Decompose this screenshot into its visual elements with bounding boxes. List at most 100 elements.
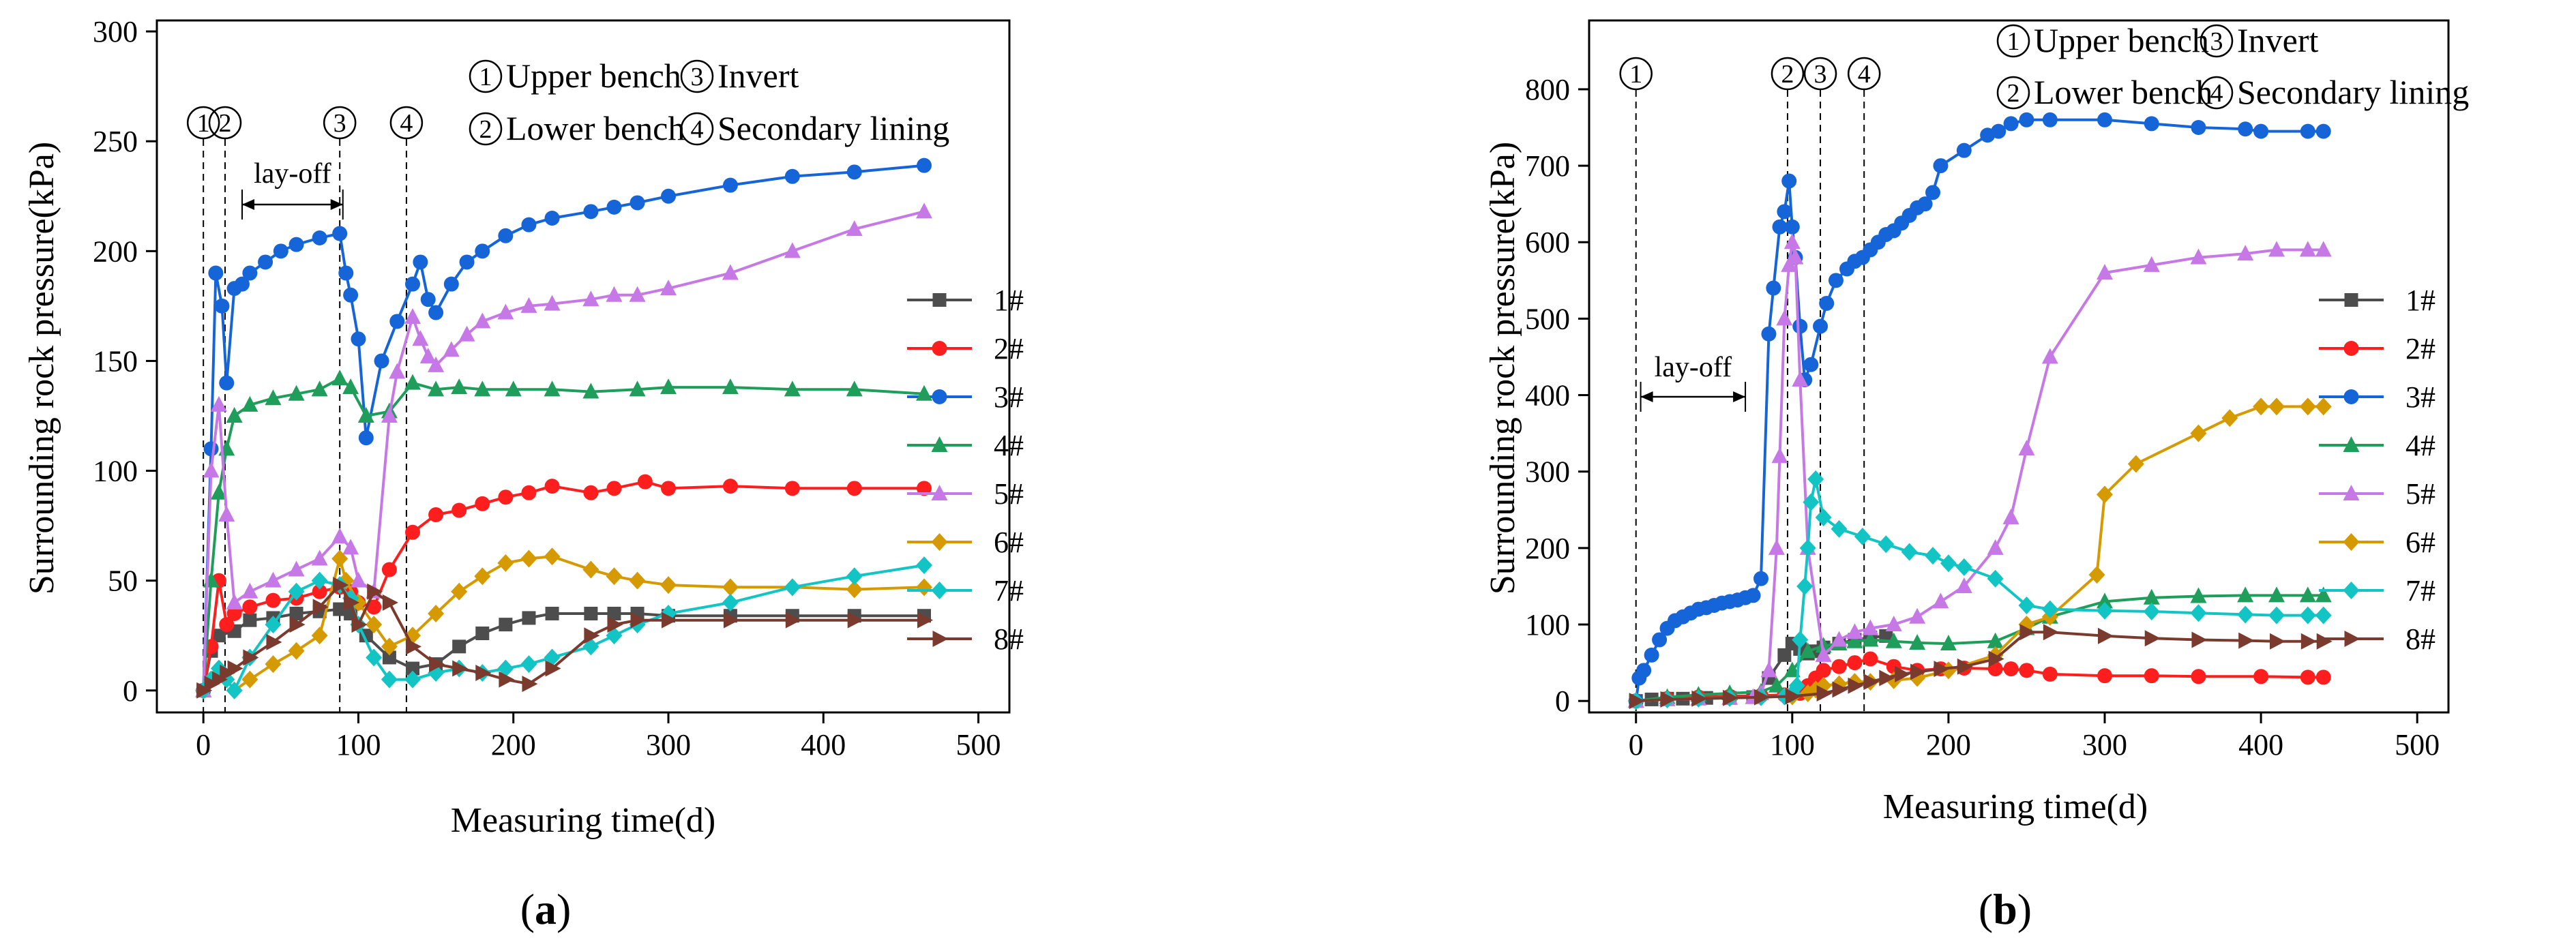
annotation-marker-2-num: 2 xyxy=(2007,79,2020,108)
data-point xyxy=(351,616,368,633)
y-tick-label: 250 xyxy=(93,125,138,158)
data-point xyxy=(243,649,259,666)
data-point xyxy=(1932,592,1949,609)
series-line-4# xyxy=(1635,594,2324,703)
data-point xyxy=(2315,397,2332,416)
data-point xyxy=(2315,669,2331,685)
series-line-6# xyxy=(202,555,925,692)
data-point xyxy=(584,627,600,644)
series-8# xyxy=(196,577,933,699)
data-point xyxy=(1909,633,1926,650)
y-tick-label: 700 xyxy=(1525,149,1570,183)
data-point xyxy=(629,286,646,302)
stage-marker-1-num: 1 xyxy=(1629,60,1642,89)
data-point xyxy=(2098,627,2114,644)
data-point xyxy=(2190,424,2207,442)
data-point xyxy=(381,670,398,689)
data-point xyxy=(338,265,354,281)
data-point xyxy=(544,380,561,397)
data-point xyxy=(2270,633,2285,650)
data-point xyxy=(342,539,359,555)
data-point xyxy=(661,188,676,204)
annotation-marker-1-num: 1 xyxy=(2007,27,2020,56)
data-point xyxy=(451,378,468,395)
data-point xyxy=(2190,248,2207,265)
data-point xyxy=(505,380,522,397)
data-point xyxy=(312,230,327,245)
data-point xyxy=(2144,116,2159,132)
data-point xyxy=(1807,470,1824,488)
data-point xyxy=(2237,586,2254,603)
data-point xyxy=(1772,219,1788,235)
data-point xyxy=(1901,543,1918,561)
data-point xyxy=(1644,647,1659,663)
data-point xyxy=(1629,693,1645,710)
data-point xyxy=(2238,121,2253,137)
data-point xyxy=(1813,318,1829,334)
data-point xyxy=(662,612,677,629)
data-point xyxy=(2041,348,2058,364)
data-point xyxy=(265,389,282,406)
stage-marker-1-ring xyxy=(1619,57,1653,91)
layoff-label: lay-off xyxy=(1655,352,1732,383)
data-point xyxy=(2299,606,2316,624)
data-point xyxy=(1955,558,1972,576)
y-tick-label: 0 xyxy=(123,674,138,708)
annotation-label-3: Invert xyxy=(2237,21,2318,59)
data-point xyxy=(1799,642,1816,659)
data-point xyxy=(1846,623,1863,639)
data-point xyxy=(722,177,738,193)
data-point xyxy=(497,303,514,320)
panel-label: (a) xyxy=(520,885,572,933)
data-point xyxy=(2127,455,2144,473)
data-point xyxy=(1766,280,1781,296)
stage-marker-3-num: 3 xyxy=(334,109,346,138)
data-point xyxy=(1862,619,1879,635)
x-tick-label: 400 xyxy=(2238,728,2283,762)
data-point xyxy=(1909,607,1926,624)
data-point xyxy=(785,612,801,629)
data-point xyxy=(235,276,250,292)
data-point xyxy=(1831,659,1847,674)
data-point xyxy=(1819,295,1835,311)
data-point xyxy=(2253,397,2270,416)
data-point xyxy=(1940,661,1957,680)
data-point xyxy=(521,485,537,500)
data-point xyxy=(1652,632,1668,648)
data-point xyxy=(2300,633,2317,650)
data-point xyxy=(243,613,257,627)
data-point xyxy=(2190,604,2207,622)
data-point xyxy=(784,578,801,597)
data-point xyxy=(1815,646,1832,662)
legend-label-3#: 3# xyxy=(2405,380,2436,414)
data-point xyxy=(2315,606,2332,624)
data-point xyxy=(2143,588,2160,605)
legend-label-5#: 5# xyxy=(2405,477,2436,511)
legend-marker-8# xyxy=(932,631,949,647)
data-point xyxy=(404,670,421,689)
legend-marker-5# xyxy=(2343,485,2360,500)
data-point xyxy=(2019,112,2034,127)
data-point xyxy=(382,594,398,611)
annotation-marker-1-num: 1 xyxy=(479,63,492,91)
data-point xyxy=(1885,616,1902,632)
data-point xyxy=(629,380,646,397)
data-point xyxy=(1815,637,1832,653)
data-point xyxy=(2097,485,2113,504)
data-point xyxy=(311,549,328,566)
data-point xyxy=(1925,547,1941,565)
data-point xyxy=(226,593,243,609)
series-7# xyxy=(195,556,932,699)
data-point xyxy=(1771,447,1788,464)
data-point xyxy=(660,378,677,395)
data-point xyxy=(1776,310,1793,326)
y-tick-label: 300 xyxy=(93,15,138,48)
data-point xyxy=(1848,677,1864,694)
series-3# xyxy=(1628,112,2331,709)
data-point xyxy=(273,243,288,259)
layoff-arrow-head-right xyxy=(330,199,343,210)
data-point xyxy=(210,395,227,412)
data-point xyxy=(1991,123,2007,139)
data-point xyxy=(1792,318,1808,334)
data-point xyxy=(382,650,396,665)
